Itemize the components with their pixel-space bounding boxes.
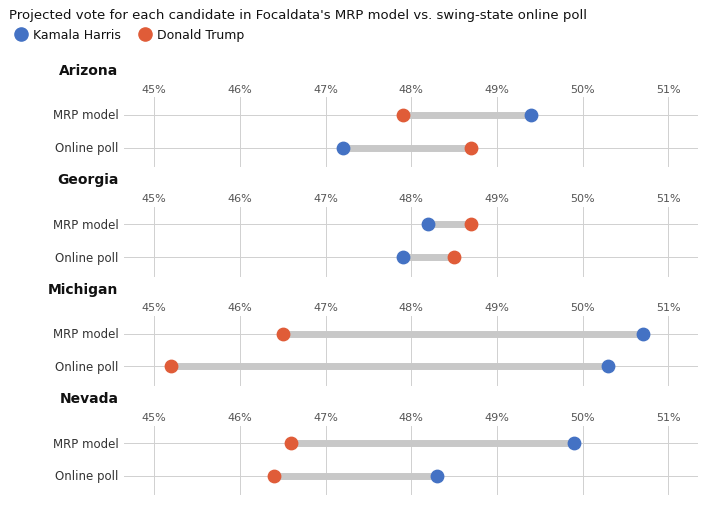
Point	[423, 221, 434, 229]
Text: 50%: 50%	[570, 303, 595, 313]
Text: 47%: 47%	[313, 412, 338, 422]
Text: 46%: 46%	[228, 84, 252, 94]
Point	[337, 144, 348, 153]
Point	[569, 439, 580, 447]
Text: 50%: 50%	[570, 193, 595, 204]
Text: 49%: 49%	[484, 193, 509, 204]
Text: Online poll: Online poll	[55, 142, 118, 155]
Point	[16, 31, 27, 39]
Text: 49%: 49%	[484, 303, 509, 313]
Point	[286, 439, 297, 447]
Text: 51%: 51%	[656, 193, 681, 204]
Text: Arizona: Arizona	[59, 64, 118, 78]
Text: MRP model: MRP model	[52, 437, 118, 449]
Point	[466, 144, 477, 153]
Text: 48%: 48%	[398, 303, 424, 313]
Text: 48%: 48%	[398, 193, 424, 204]
Text: 47%: 47%	[313, 193, 338, 204]
Point	[448, 254, 459, 262]
Text: Online poll: Online poll	[55, 360, 118, 373]
Text: 50%: 50%	[570, 412, 595, 422]
Text: 45%: 45%	[142, 303, 167, 313]
Text: 51%: 51%	[656, 84, 681, 94]
Text: Georgia: Georgia	[57, 173, 118, 187]
Point	[637, 330, 648, 338]
Text: Kamala Harris: Kamala Harris	[33, 29, 121, 42]
Text: Donald Trump: Donald Trump	[157, 29, 245, 42]
Text: 46%: 46%	[228, 412, 252, 422]
Text: 45%: 45%	[142, 84, 167, 94]
Text: Projected vote for each candidate in Focaldata's MRP model vs. swing-state onlin: Projected vote for each candidate in Foc…	[9, 9, 586, 22]
Point	[466, 221, 477, 229]
Text: 51%: 51%	[656, 303, 681, 313]
Text: 45%: 45%	[142, 412, 167, 422]
Point	[397, 112, 408, 120]
Text: 46%: 46%	[228, 303, 252, 313]
Point	[525, 112, 537, 120]
Text: MRP model: MRP model	[52, 327, 118, 340]
Point	[397, 254, 408, 262]
Text: 50%: 50%	[570, 84, 595, 94]
Text: Online poll: Online poll	[55, 470, 118, 482]
Text: 46%: 46%	[228, 193, 252, 204]
Point	[603, 363, 614, 371]
Text: 49%: 49%	[484, 84, 509, 94]
Text: 47%: 47%	[313, 84, 338, 94]
Text: Michigan: Michigan	[48, 282, 118, 296]
Point	[431, 472, 442, 480]
Point	[165, 363, 177, 371]
Text: 48%: 48%	[398, 412, 424, 422]
Text: MRP model: MRP model	[52, 218, 118, 231]
Text: 51%: 51%	[656, 412, 681, 422]
Point	[277, 330, 289, 338]
Text: MRP model: MRP model	[52, 109, 118, 122]
Point	[269, 472, 280, 480]
Text: Online poll: Online poll	[55, 251, 118, 264]
Text: Nevada: Nevada	[60, 391, 118, 406]
Point	[140, 31, 151, 39]
Text: 45%: 45%	[142, 193, 167, 204]
Text: 48%: 48%	[398, 84, 424, 94]
Text: 49%: 49%	[484, 412, 509, 422]
Text: 47%: 47%	[313, 303, 338, 313]
